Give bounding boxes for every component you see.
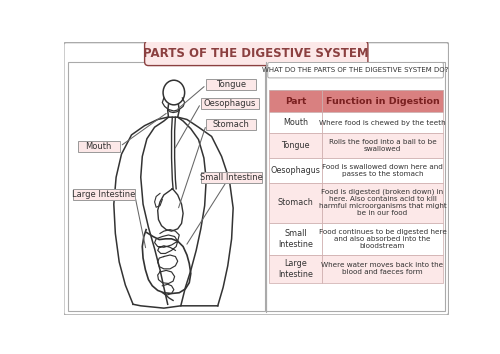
Bar [270,133,322,158]
Text: Mouth: Mouth [86,142,112,151]
FancyBboxPatch shape [268,63,444,78]
Bar [322,255,444,283]
Text: Food is swallowed down here and
passes to the stomach: Food is swallowed down here and passes t… [322,164,443,177]
Text: WHAT DO THE PARTS OF THE DIGESTIVE SYSTEM DO?: WHAT DO THE PARTS OF THE DIGESTIVE SYSTE… [262,67,449,73]
Text: Where water moves back into the
blood and faeces form: Where water moves back into the blood an… [322,262,444,275]
Bar [266,62,445,311]
Text: Oesophagus: Oesophagus [270,166,320,175]
Text: Food is digested (broken down) in
here. Also contains acid to kill
harmful micro: Food is digested (broken down) in here. … [318,189,446,216]
Text: Large
Intestine: Large Intestine [278,259,313,279]
Bar [78,141,120,152]
Bar [270,255,322,283]
Bar [201,98,258,109]
Bar [201,172,262,183]
Text: Part: Part [285,97,306,105]
Text: Tongue: Tongue [282,141,310,150]
Text: Stomach: Stomach [278,198,314,207]
Text: Large Intestine: Large Intestine [72,190,136,199]
Bar [270,90,444,112]
Bar [322,223,444,255]
FancyBboxPatch shape [144,41,368,65]
Bar [322,158,444,183]
Bar [206,79,256,90]
Bar [206,120,256,130]
Bar [322,112,444,133]
Text: Small
Intestine: Small Intestine [278,229,313,249]
Bar [73,189,134,200]
Text: Mouth: Mouth [283,118,308,127]
Text: Rolls the food into a ball to be
swallowed: Rolls the food into a ball to be swallow… [328,139,436,152]
Text: Small Intestine: Small Intestine [200,173,263,182]
Text: Where food is chewed by the teeth: Where food is chewed by the teeth [319,120,446,126]
Bar [270,112,322,133]
Bar [270,183,322,223]
Text: Stomach: Stomach [213,120,250,129]
Bar [270,158,322,183]
Text: Oesophagus: Oesophagus [204,99,256,108]
FancyBboxPatch shape [64,42,449,315]
Text: Food continues to be digested here
and also absorbed into the
bloodstream: Food continues to be digested here and a… [318,229,446,249]
Bar [270,223,322,255]
Text: PARTS OF THE DIGESTIVE SYSTEM: PARTS OF THE DIGESTIVE SYSTEM [144,47,369,60]
Bar [68,62,266,311]
Text: Tongue: Tongue [216,80,246,89]
Text: Function in Digestion: Function in Digestion [326,97,440,105]
Bar [322,183,444,223]
Bar [322,133,444,158]
